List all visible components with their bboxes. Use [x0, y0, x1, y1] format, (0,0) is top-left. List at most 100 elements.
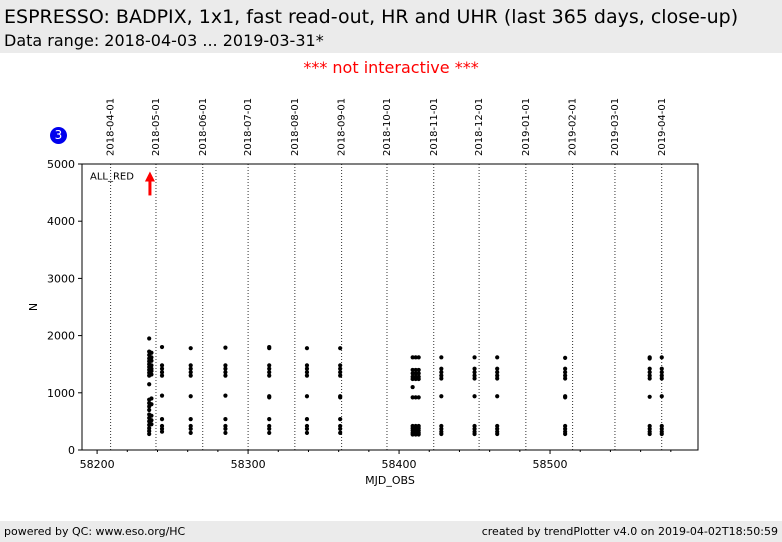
data-point — [304, 426, 310, 431]
data-point — [338, 373, 343, 378]
data-point — [410, 384, 415, 390]
data-point — [495, 370, 500, 375]
month-label: 2018-04-01 — [106, 98, 117, 156]
data-point — [413, 376, 418, 382]
data-point — [338, 366, 343, 371]
data-point — [304, 370, 310, 375]
month-label: 2018-12-01 — [474, 98, 485, 156]
plot-frame — [81, 163, 699, 451]
data-point — [304, 417, 310, 422]
data-point — [439, 355, 444, 360]
data-point — [223, 426, 228, 431]
data-point — [472, 394, 477, 399]
data-point — [159, 366, 165, 371]
data-point — [223, 417, 228, 422]
data-point — [495, 394, 500, 399]
month-label: 2018-10-01 — [382, 98, 393, 156]
data-point — [149, 368, 154, 374]
data-point — [416, 367, 421, 373]
data-point — [410, 355, 415, 360]
data-point — [647, 370, 652, 375]
data-point — [267, 370, 272, 375]
red-arrow-icon — [144, 171, 155, 182]
month-label: 2018-11-01 — [429, 98, 440, 156]
data-point — [267, 426, 272, 431]
month-label: 2019-04-01 — [657, 98, 668, 156]
data-point — [338, 363, 343, 368]
annotations: ALL_RED — [90, 171, 155, 196]
data-point — [223, 370, 228, 375]
month-label: 2018-05-01 — [151, 98, 162, 156]
chart-axes: 0 1000 2000 3000 4000 5000 58200 58300 58400 5850… — [27, 158, 699, 487]
data-point — [495, 431, 500, 437]
data-points — [147, 336, 664, 437]
data-point — [413, 371, 418, 376]
month-label: 2019-03-01 — [610, 98, 621, 156]
data-point — [147, 407, 152, 413]
data-point — [223, 393, 228, 398]
data-point — [223, 373, 228, 378]
data-point — [304, 430, 310, 435]
month-label: 2018-06-01 — [198, 98, 209, 156]
data-point — [413, 367, 418, 373]
footer-created-by: created by trendPlotter v4.0 on 2019-04-… — [481, 525, 778, 538]
month-label: 2018-09-01 — [337, 98, 348, 156]
month-gridlines: 2018-04-01 2018-05-01 2018-06-01 2018-07-01… — [106, 98, 668, 450]
data-point — [267, 373, 272, 378]
data-point — [413, 395, 418, 400]
data-point — [439, 366, 444, 371]
data-point — [410, 376, 415, 382]
data-point — [149, 422, 154, 427]
data-point — [659, 370, 664, 375]
data-point — [149, 396, 154, 401]
data-point — [416, 432, 421, 437]
data-point — [647, 431, 652, 437]
x-tick-label: 58200 — [80, 458, 115, 471]
data-point — [159, 363, 165, 368]
data-point — [410, 367, 415, 373]
data-point — [659, 355, 664, 360]
data-point — [159, 429, 165, 434]
data-point — [563, 395, 568, 400]
data-point — [223, 345, 228, 350]
data-point — [439, 394, 444, 399]
data-point — [338, 430, 343, 435]
data-point — [147, 382, 152, 387]
data-point — [338, 417, 343, 422]
data-point — [304, 366, 310, 371]
data-point — [188, 373, 193, 378]
data-point — [439, 431, 444, 437]
month-label: 2019-02-01 — [568, 98, 579, 156]
x-tick-label: 58300 — [231, 458, 266, 471]
data-point — [267, 366, 272, 371]
y-tick-label: 2000 — [47, 330, 75, 343]
data-point — [159, 370, 165, 375]
data-point — [416, 371, 421, 376]
data-point — [267, 346, 272, 351]
data-point — [267, 417, 272, 422]
data-point — [413, 355, 418, 360]
data-point — [410, 371, 415, 376]
data-point — [188, 426, 193, 431]
data-point — [410, 395, 415, 400]
data-point — [563, 366, 568, 371]
data-point — [439, 370, 444, 375]
data-point — [647, 356, 652, 361]
data-point — [338, 395, 343, 400]
data-point — [267, 395, 272, 400]
chart-number-badge: 3 — [50, 127, 67, 144]
data-point — [149, 418, 154, 423]
data-point — [304, 346, 310, 351]
data-point — [223, 430, 228, 435]
not-interactive-notice: *** not interactive *** — [303, 58, 479, 77]
x-tick-label: 58400 — [382, 458, 417, 471]
footer-band — [0, 521, 782, 542]
y-tick-label: 5000 — [47, 158, 75, 171]
data-point — [416, 395, 421, 400]
data-point — [188, 370, 193, 375]
data-point — [338, 346, 343, 351]
data-point — [188, 394, 193, 399]
data-point — [338, 370, 343, 375]
y-tick-label: 1000 — [47, 387, 75, 400]
data-point — [149, 413, 154, 418]
